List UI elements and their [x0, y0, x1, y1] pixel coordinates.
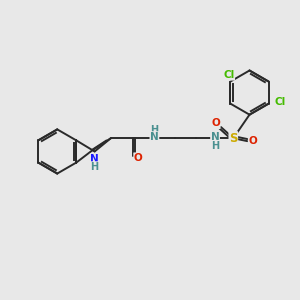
Text: O: O	[248, 136, 257, 146]
Text: S: S	[229, 132, 238, 145]
Text: H: H	[211, 141, 219, 151]
Text: Cl: Cl	[274, 97, 285, 107]
Text: O: O	[211, 118, 220, 128]
Text: N: N	[211, 132, 219, 142]
Text: O: O	[134, 153, 142, 163]
Text: Cl: Cl	[223, 70, 235, 80]
Text: H: H	[150, 125, 158, 135]
Text: N: N	[150, 132, 159, 142]
Text: H: H	[91, 162, 99, 172]
Text: N: N	[90, 154, 99, 164]
